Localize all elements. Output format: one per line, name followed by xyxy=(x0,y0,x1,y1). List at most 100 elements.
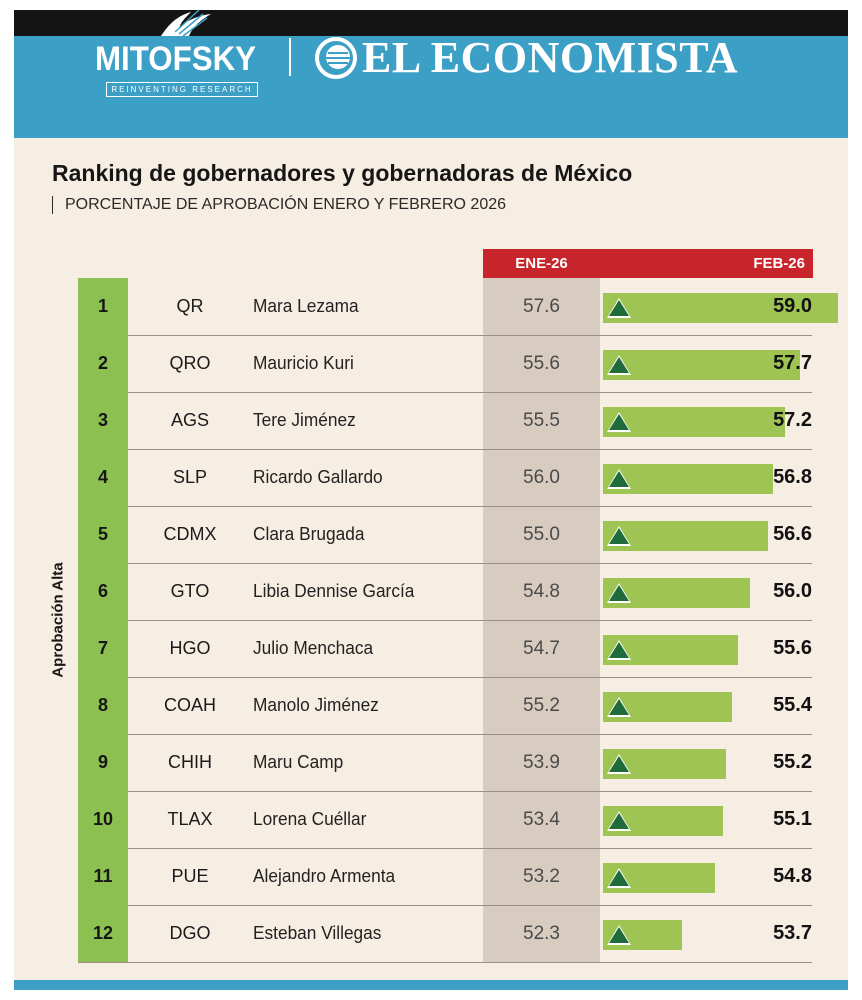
feb-bar xyxy=(603,350,800,380)
ene-value: 55.0 xyxy=(523,524,560,545)
bottom-bar xyxy=(14,980,848,990)
column-header-feb: FEB-26 xyxy=(600,249,813,278)
feb-value: 56.6 xyxy=(773,523,812,545)
mitofsky-bird-logo-icon xyxy=(161,9,211,37)
state-cell: QR xyxy=(176,296,204,316)
mitofsky-logo-text: MITOFSKY xyxy=(95,40,257,78)
state-cell: AGS xyxy=(170,410,209,430)
trend-up-icon xyxy=(609,642,629,658)
trend-up-icon xyxy=(609,813,629,829)
trend-up-icon xyxy=(609,927,629,943)
feb-value: 55.2 xyxy=(773,751,812,773)
table-row: 7 HGO Julio Menchaca 54.7 55.6 xyxy=(78,620,812,677)
rank-cell: 1 xyxy=(78,278,128,335)
governor-name: Maru Camp xyxy=(253,752,344,772)
trend-up-icon xyxy=(609,414,629,430)
table-row: 6 GTO Libia Dennise García 54.8 56.0 xyxy=(78,563,812,620)
table-row: 9 CHIH Maru Camp 53.9 55.2 xyxy=(78,734,812,791)
row-divider xyxy=(128,449,812,450)
state-cell: SLP xyxy=(172,467,208,487)
feb-bar xyxy=(603,464,774,494)
governor-name: Alejandro Armenta xyxy=(253,866,396,886)
rank-cell: 7 xyxy=(78,620,128,677)
state-cell: HGO xyxy=(169,638,211,658)
row-divider xyxy=(128,677,812,678)
feb-value: 57.7 xyxy=(773,352,812,374)
ene-value: 53.9 xyxy=(523,752,560,773)
feb-bar xyxy=(603,293,838,323)
ene-value: 55.2 xyxy=(523,695,560,716)
governor-name: Tere Jiménez xyxy=(253,410,356,430)
feb-value: 56.0 xyxy=(773,580,812,602)
trend-up-icon xyxy=(609,756,629,772)
state-cell: CDMX xyxy=(163,524,217,544)
row-divider xyxy=(128,506,812,507)
state-cell: PUE xyxy=(171,866,209,886)
content-panel xyxy=(14,138,848,980)
feb-value: 55.1 xyxy=(773,808,812,830)
ene-value: 54.7 xyxy=(523,638,560,659)
governor-name: Libia Dennise García xyxy=(253,581,415,601)
feb-value: 55.4 xyxy=(773,694,812,716)
trend-up-icon xyxy=(609,585,629,601)
feb-value: 59.0 xyxy=(773,295,812,317)
rank-cell: 10 xyxy=(78,791,128,848)
trend-up-icon xyxy=(609,357,629,373)
state-cell: COAH xyxy=(163,695,216,715)
group-label: Aprobación Alta xyxy=(49,562,67,678)
chart-subtitle: PORCENTAJE DE APROBACIÓN ENERO Y FEBRERO… xyxy=(52,196,506,214)
rank-cell: 11 xyxy=(78,848,128,905)
governor-name: Mauricio Kuri xyxy=(253,353,354,373)
rank-cell: 12 xyxy=(78,905,128,962)
ene-value: 55.5 xyxy=(523,410,560,431)
trend-up-icon xyxy=(609,870,629,886)
top-bar xyxy=(14,10,848,36)
ene-value: 54.8 xyxy=(523,581,560,602)
rank-cell: 2 xyxy=(78,335,128,392)
row-divider xyxy=(128,620,812,621)
row-divider xyxy=(128,791,812,792)
feb-value: 57.2 xyxy=(773,409,812,431)
table-row: 10 TLAX Lorena Cuéllar 53.4 55.1 xyxy=(78,791,812,848)
table-row: 3 AGS Tere Jiménez 55.5 57.2 xyxy=(78,392,812,449)
ene-value: 57.6 xyxy=(523,296,560,317)
rank-cell: 9 xyxy=(78,734,128,791)
state-cell: GTO xyxy=(170,581,210,601)
trend-up-icon xyxy=(609,528,629,544)
state-cell: CHIH xyxy=(168,752,212,772)
row-divider xyxy=(128,734,812,735)
row-divider xyxy=(128,848,812,849)
governor-name: Esteban Villegas xyxy=(253,923,382,943)
feb-value: 53.7 xyxy=(773,922,812,944)
state-cell: QRO xyxy=(169,353,211,373)
row-divider xyxy=(128,905,812,906)
ene-value: 52.3 xyxy=(523,923,560,944)
state-cell: DGO xyxy=(169,923,211,943)
row-divider xyxy=(128,563,812,564)
table-row: 12 DGO Esteban Villegas 52.3 53.7 xyxy=(78,905,812,962)
trend-up-icon xyxy=(609,471,629,487)
governor-name: Ricardo Gallardo xyxy=(253,467,383,487)
feb-bar xyxy=(603,407,786,437)
logo-divider xyxy=(289,38,291,76)
trend-up-icon xyxy=(609,699,629,715)
table-row: 8 COAH Manolo Jiménez 55.2 55.4 xyxy=(78,677,812,734)
el-economista-logo-text: EL ECONOMISTA xyxy=(362,33,739,82)
table-bottom-rule xyxy=(78,962,812,963)
row-divider xyxy=(128,335,812,336)
rank-cell: 5 xyxy=(78,506,128,563)
table-row: 2 QRO Mauricio Kuri 55.6 57.7 xyxy=(78,335,812,392)
table-row: 11 PUE Alejandro Armenta 53.2 54.8 xyxy=(78,848,812,905)
chart-title: Ranking de gobernadores y gobernadoras d… xyxy=(52,160,633,186)
governor-name: Julio Menchaca xyxy=(253,638,374,658)
ene-value: 53.2 xyxy=(523,866,560,887)
table-row: 5 CDMX Clara Brugada 55.0 56.6 xyxy=(78,506,812,563)
rank-cell: 8 xyxy=(78,677,128,734)
table-row: 1 QR Mara Lezama 57.6 59.0 xyxy=(78,278,838,335)
governor-name: Clara Brugada xyxy=(253,524,365,544)
feb-value: 56.8 xyxy=(773,466,812,488)
column-header-ene: ENE-26 xyxy=(483,249,600,278)
row-divider xyxy=(128,392,812,393)
ene-value: 53.4 xyxy=(523,809,560,830)
state-cell: TLAX xyxy=(167,809,213,829)
